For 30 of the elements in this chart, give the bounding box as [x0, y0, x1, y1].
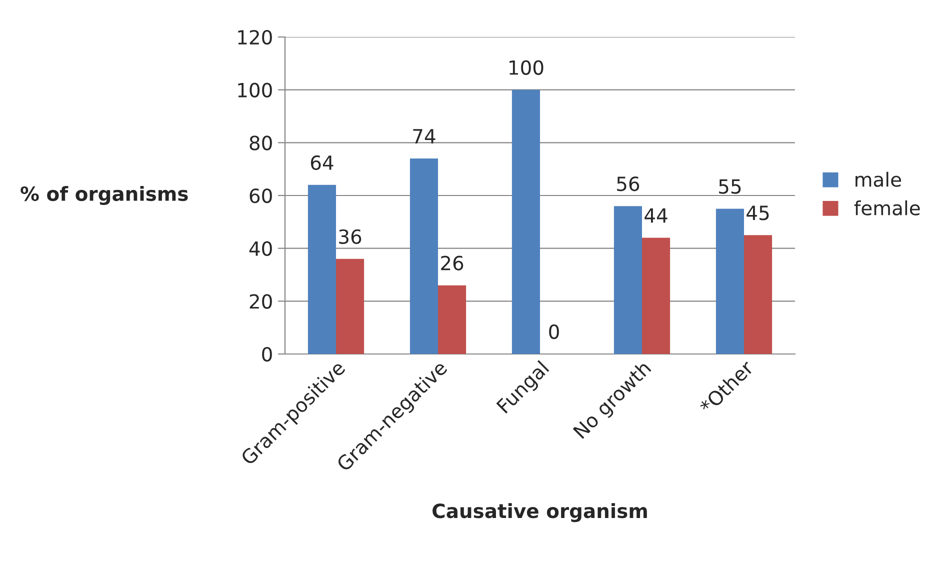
data-label: 55 [719, 179, 741, 194]
y-tick-label: 80 [250, 136, 272, 150]
bar [410, 158, 438, 354]
legend-label: male [856, 172, 901, 187]
y-tick-label: 60 [250, 188, 272, 204]
data-label: 26 [441, 256, 464, 270]
data-label: 0 [549, 324, 559, 340]
bar [642, 238, 670, 354]
bar [614, 206, 642, 354]
data-label: 44 [644, 208, 668, 223]
data-label: 56 [617, 176, 640, 192]
y-tick-label: 0 [262, 346, 272, 362]
y-tick-label: 20 [250, 294, 272, 309]
y-tick-label: 120 [238, 30, 272, 45]
data-label: 74 [413, 129, 436, 144]
data-label: 36 [339, 229, 362, 244]
data-label: 64 [310, 155, 334, 170]
x-axis-title: Causative organism [432, 503, 647, 522]
bar [744, 235, 772, 354]
bar [716, 208, 744, 354]
y-tick-label: 100 [238, 82, 272, 98]
bar [308, 184, 336, 354]
data-label: 100 [510, 60, 544, 75]
bar [512, 90, 540, 354]
y-tick-label: 40 [249, 241, 272, 256]
bar [336, 258, 364, 354]
bar [438, 285, 466, 354]
data-label: 45 [746, 206, 769, 220]
y-axis-title: % of organisms [20, 186, 188, 205]
legend-label: female [854, 200, 920, 216]
